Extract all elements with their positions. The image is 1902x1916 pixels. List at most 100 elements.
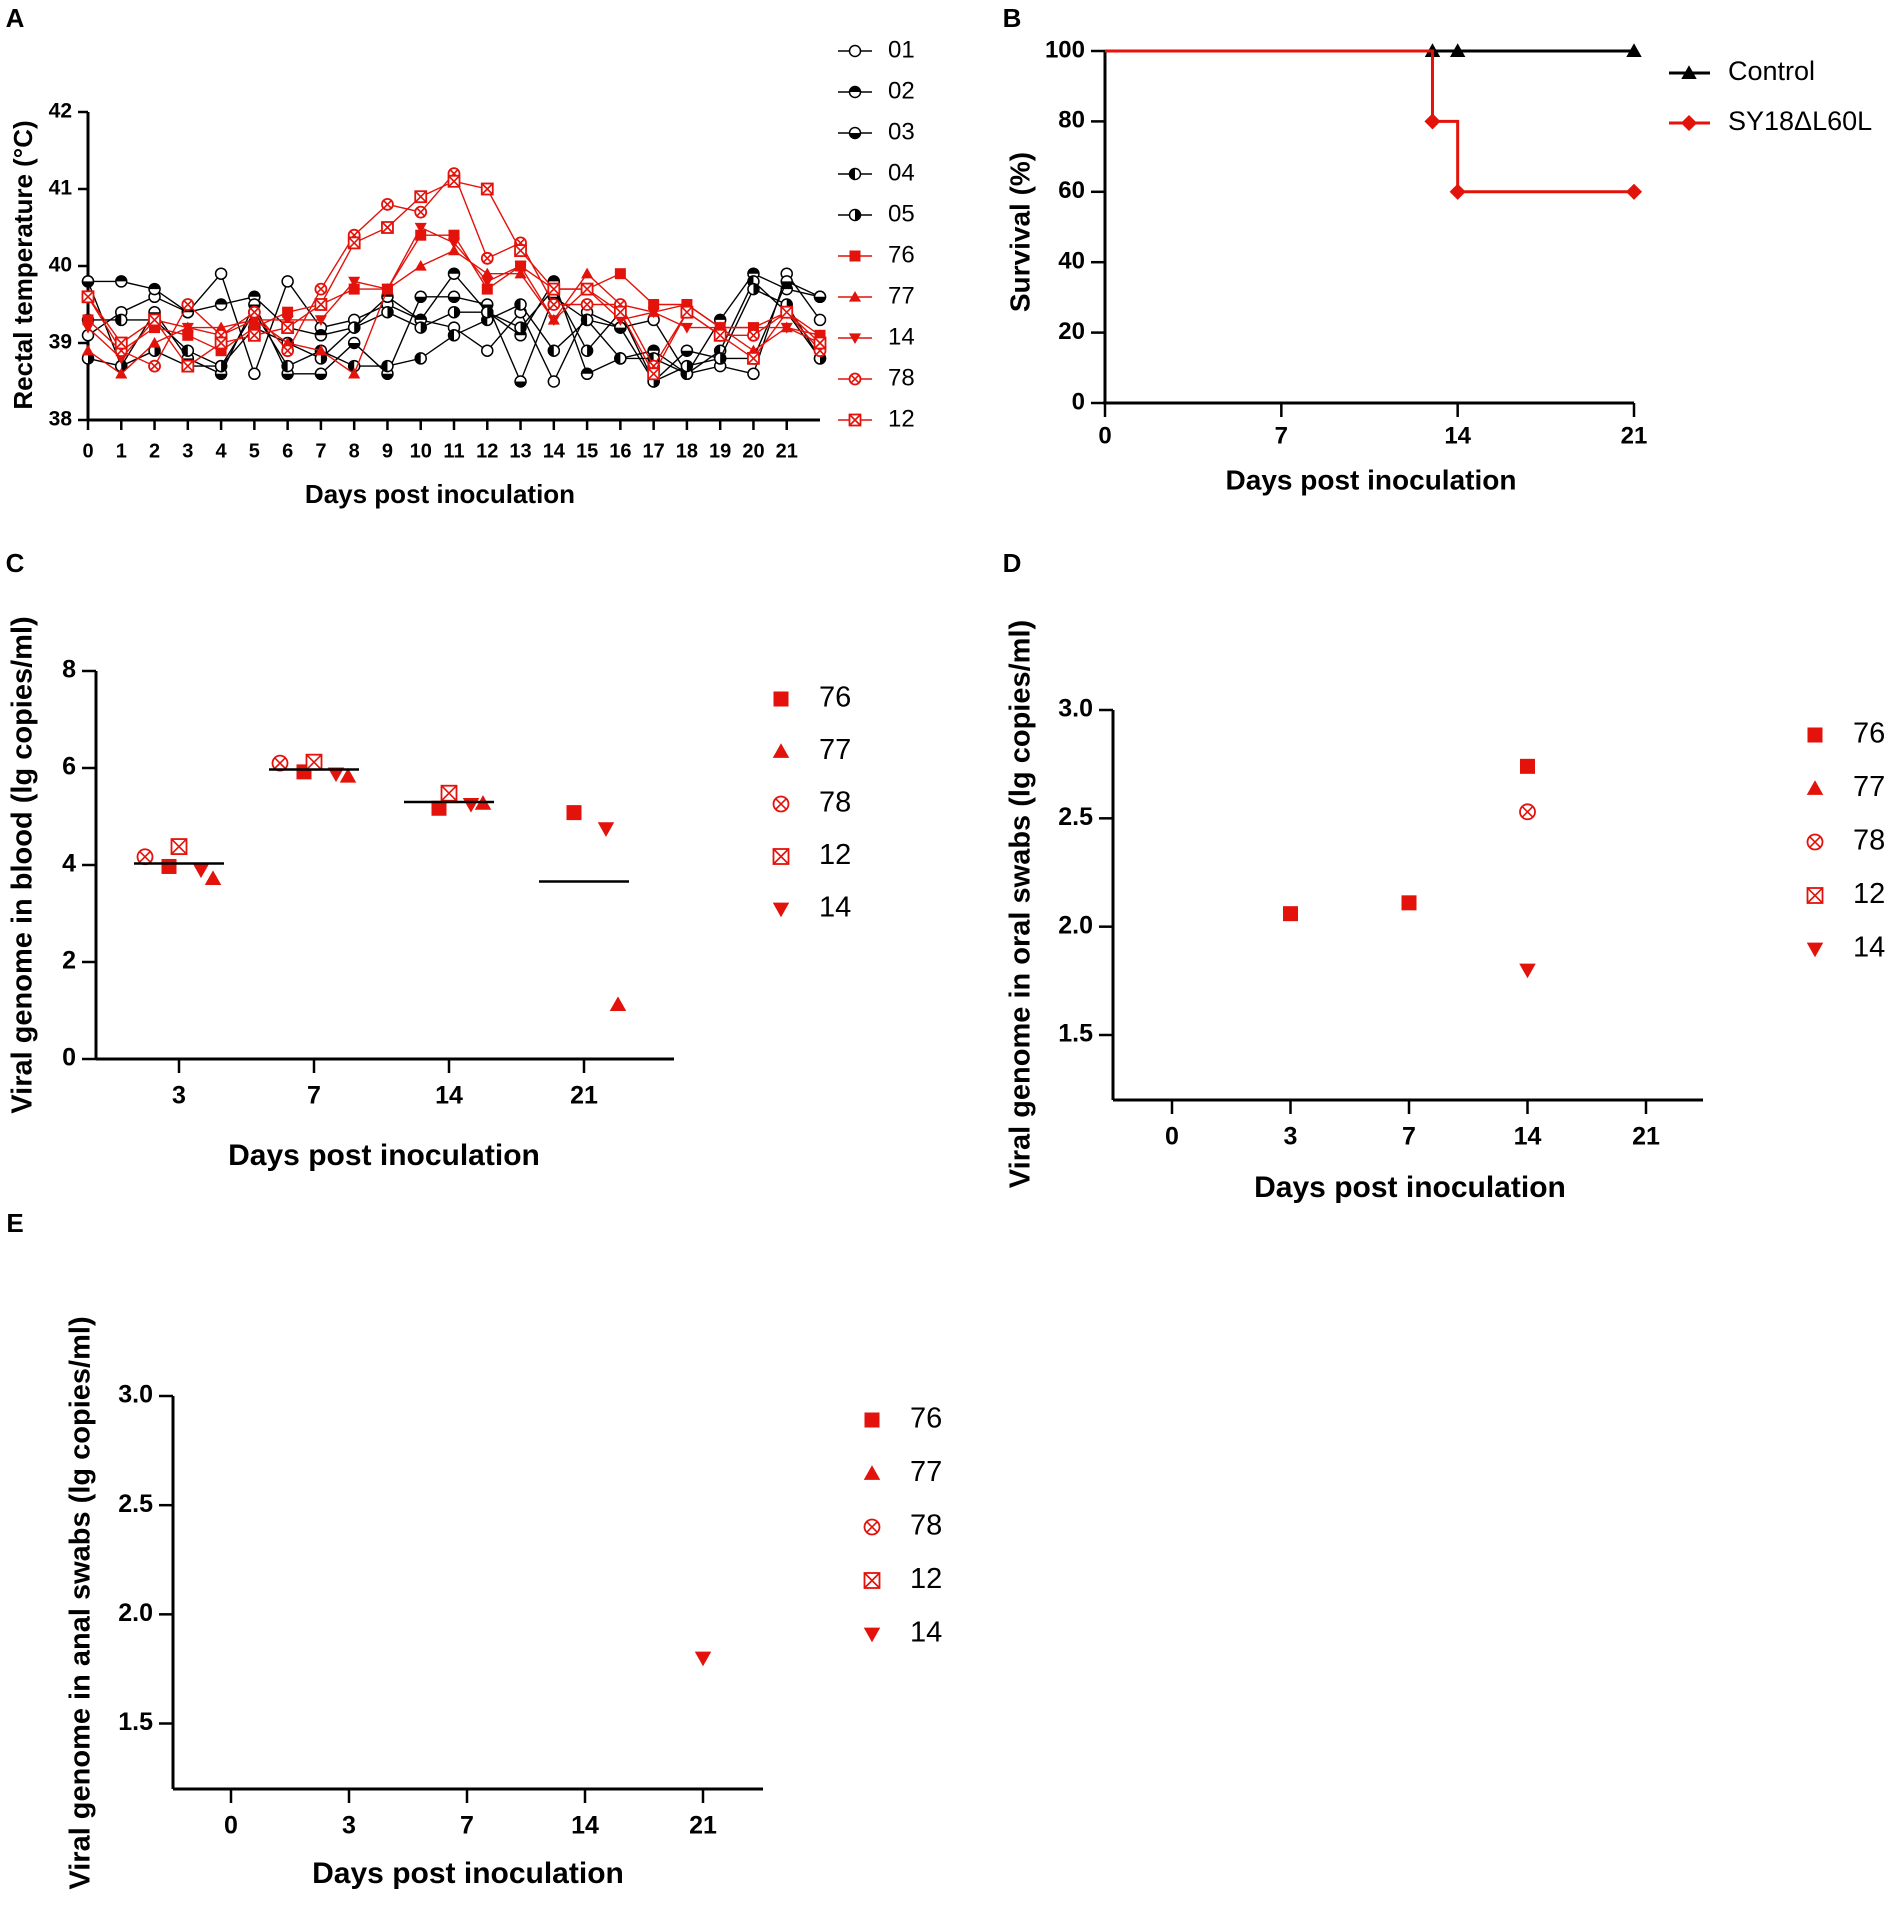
point-02-fill — [581, 368, 593, 374]
point-03-fill — [282, 373, 294, 380]
y-tick-label-C: 8 — [62, 656, 76, 684]
point-78-cross — [250, 307, 259, 317]
x-tick-label-A: 5 — [249, 440, 260, 462]
point-77 — [215, 321, 228, 333]
point-78-cross — [482, 253, 492, 263]
point-12 — [381, 221, 394, 234]
legend-label-E-14: 14 — [910, 1617, 942, 1649]
point-04-fill — [115, 314, 122, 326]
x-axis-title-D: Days post inoculation — [1254, 1171, 1566, 1204]
point-03-fill — [814, 296, 826, 303]
panel-A: A0 1 2 3 4 5 6 7 8 9 10 11 12 13 14 15 16 17 18 19 20 2138394… — [6, 3, 915, 509]
point-12-cross — [348, 236, 361, 249]
point-12-cross — [447, 175, 461, 188]
y-tick-label-C: 6 — [62, 753, 76, 781]
point-14 — [281, 315, 294, 326]
point-77 — [115, 367, 128, 379]
point-03 — [414, 290, 427, 304]
point-77 — [414, 259, 427, 271]
point-78-cross — [283, 346, 292, 356]
point-04 — [547, 344, 561, 357]
point-12-cross — [81, 290, 95, 303]
data-point-78 — [136, 848, 154, 866]
data-point-78-cross — [139, 851, 151, 863]
survival-point-Control — [1449, 43, 1466, 57]
point-05-fill — [154, 345, 161, 357]
legend-label-E-12: 12 — [910, 1563, 942, 1595]
point-04-fill — [548, 345, 554, 357]
legend-marker-03-fill — [849, 133, 861, 139]
point-02 — [447, 267, 461, 280]
legend-marker-03 — [848, 126, 862, 140]
legend-marker-D-14 — [1806, 942, 1824, 958]
point-77 — [81, 344, 95, 356]
y-axis-title-B: Survival (%) — [1004, 152, 1035, 312]
y-tick-label-A: 41 — [49, 177, 73, 200]
x-tick-label-A: 12 — [476, 440, 498, 462]
legend-marker-C-12 — [772, 848, 790, 865]
point-78 — [148, 359, 161, 373]
point-05 — [148, 344, 161, 357]
point-05 — [747, 282, 760, 296]
legend-marker-78 — [848, 372, 862, 386]
data-point-77 — [339, 767, 357, 783]
point-12-cross — [680, 306, 693, 319]
point-05-fill — [454, 306, 460, 318]
point-12 — [747, 351, 760, 365]
point-12 — [514, 244, 527, 258]
legend-marker-E-76 — [864, 1412, 880, 1428]
legend-label-D-77: 77 — [1853, 771, 1885, 803]
data-point-14 — [192, 863, 210, 879]
point-05-fill — [320, 352, 327, 364]
point-02 — [148, 282, 161, 296]
point-03 — [314, 367, 328, 381]
point-12 — [347, 236, 361, 250]
point-12 — [680, 305, 694, 319]
point-12 — [547, 282, 561, 296]
data-point-12 — [170, 838, 188, 855]
point-03-fill — [515, 381, 527, 388]
legend-marker-05-fill — [855, 209, 861, 221]
point-12-cross — [481, 182, 494, 196]
x-tick-label-A: 9 — [382, 440, 393, 462]
legend-marker-D-78 — [1806, 833, 1824, 851]
data-point-76 — [1283, 906, 1298, 922]
point-76 — [282, 306, 294, 318]
point-14 — [414, 222, 427, 234]
legend-label-D-14: 14 — [1853, 932, 1885, 964]
point-77 — [447, 244, 461, 256]
point-12-cross — [148, 313, 161, 326]
point-04-fill — [282, 360, 288, 372]
data-point-76 — [161, 858, 177, 874]
data-point-76 — [431, 800, 447, 816]
legend-label-B-1: SY18ΔL60L — [1728, 106, 1872, 136]
x-tick-label-E: 21 — [689, 1812, 717, 1840]
point-02-fill — [747, 268, 759, 274]
point-04-fill — [348, 360, 355, 372]
legend-marker-C-76 — [773, 691, 789, 707]
point-77 — [314, 344, 327, 356]
data-point-14 — [462, 798, 480, 813]
legend-label-E-78: 78 — [910, 1510, 942, 1542]
x-tick-label-A: 3 — [182, 440, 193, 462]
legend-marker-D-78-cross — [1809, 836, 1821, 848]
x-tick-label-D: 0 — [1165, 1123, 1179, 1151]
point-14 — [248, 315, 261, 326]
point-04 — [181, 344, 195, 357]
point-78-cross — [416, 207, 426, 217]
y-tick-label-D: 2.0 — [1058, 911, 1093, 939]
y-tick-label-B: 20 — [1058, 318, 1085, 345]
point-78 — [281, 344, 295, 358]
point-76 — [248, 322, 260, 334]
y-tick-label-A: 39 — [49, 331, 72, 354]
legend-label-E-76: 76 — [910, 1403, 942, 1435]
legend-marker-12-cross — [848, 413, 862, 427]
point-78-cross — [749, 330, 758, 340]
data-point-14 — [694, 1651, 712, 1667]
point-78 — [247, 305, 261, 319]
point-14 — [514, 261, 527, 273]
point-12-cross — [181, 360, 194, 373]
point-14 — [547, 315, 560, 326]
point-78-cross — [316, 284, 326, 294]
point-76 — [415, 229, 427, 241]
